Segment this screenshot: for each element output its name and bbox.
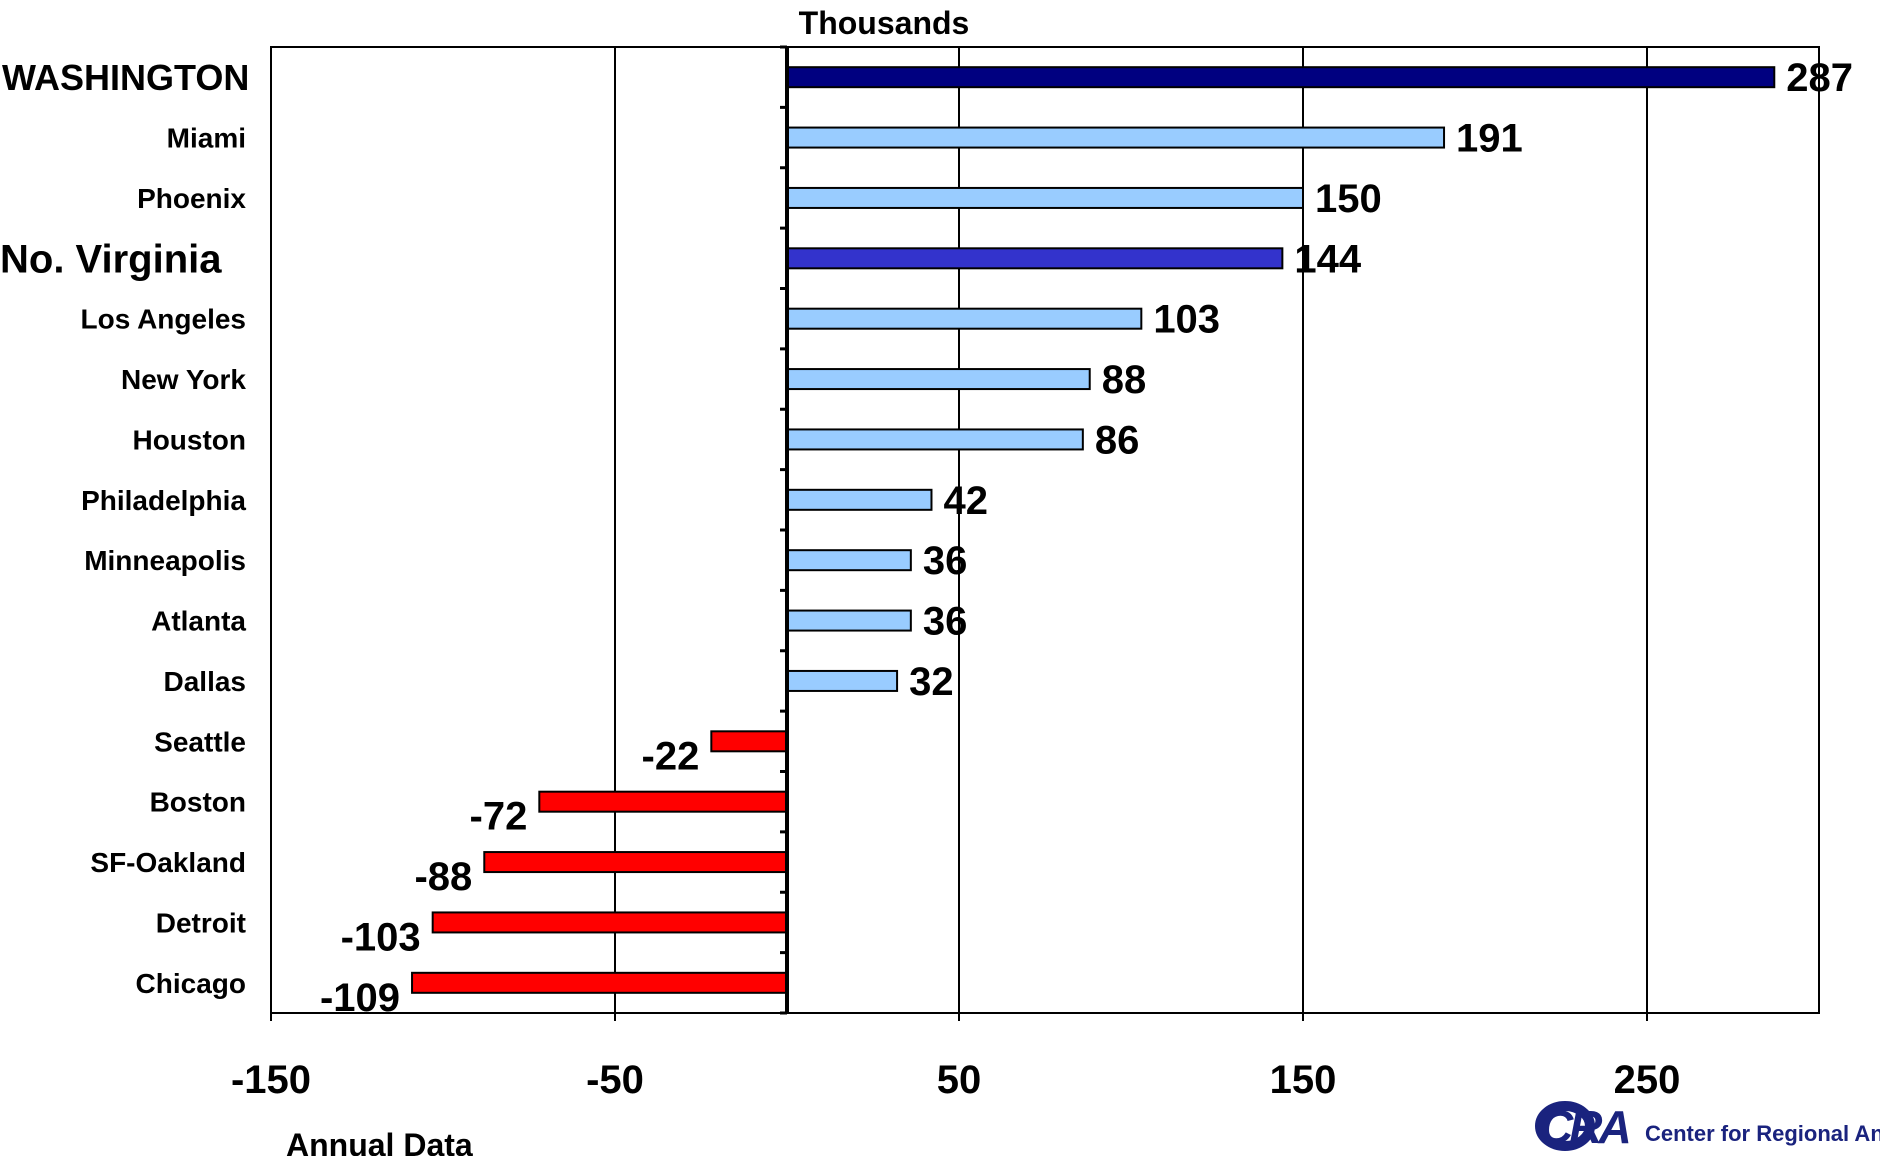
value-label-3: 144 — [1294, 237, 1361, 281]
category-label-14: Detroit — [156, 907, 246, 938]
plot-area — [270, 46, 1820, 1014]
value-label-8: 36 — [923, 539, 968, 583]
bar-9 — [786, 609, 912, 632]
x-tick-labels: -150 -50 50 150 250 — [231, 1013, 1680, 1102]
category-labels: WASHINGTON Miami Phoenix No. Virginia Los An… — [0, 57, 249, 999]
logo-text: Center for Regional Anal — [1645, 1121, 1880, 1146]
bar-13 — [483, 851, 788, 874]
value-label-2: 150 — [1315, 177, 1382, 221]
chart-title: Thousands — [799, 5, 970, 41]
x-tick-label-2: 50 — [937, 1058, 982, 1102]
value-label-7: 42 — [943, 479, 988, 523]
bar-5 — [786, 368, 1091, 391]
value-label-6: 86 — [1095, 418, 1140, 462]
value-label-11: -22 — [642, 734, 700, 778]
category-label-13: SF-Oakland — [90, 847, 246, 878]
category-label-7: Philadelphia — [81, 485, 246, 516]
category-label-2: Phoenix — [137, 183, 246, 214]
bar-8 — [786, 549, 912, 572]
cra-logo: CRA Center for Regional Anal — [1535, 1101, 1880, 1153]
value-label-1: 191 — [1456, 117, 1523, 161]
bar-11 — [710, 730, 789, 753]
category-label-11: Seattle — [154, 726, 246, 757]
bar-6 — [786, 428, 1084, 451]
category-label-5: New York — [121, 364, 246, 395]
bar-7 — [786, 488, 933, 511]
x-tick-label-1: -50 — [586, 1058, 644, 1102]
category-label-9: Atlanta — [151, 606, 246, 637]
category-label-0: WASHINGTON — [2, 57, 249, 98]
category-label-8: Minneapolis — [84, 545, 246, 576]
bar-15 — [411, 971, 788, 994]
bar-10 — [786, 669, 899, 692]
x-tick-label-0: -150 — [231, 1058, 311, 1102]
bar-12 — [538, 790, 788, 813]
value-label-13: -88 — [414, 855, 472, 899]
logo-mark: CRA — [1540, 1101, 1628, 1153]
category-label-10: Dallas — [164, 666, 247, 697]
category-label-12: Boston — [150, 787, 246, 818]
bar-1 — [786, 126, 1446, 149]
category-label-4: Los Angeles — [81, 304, 246, 335]
zero-axis — [780, 45, 789, 1015]
x-tick-label-3: 150 — [1270, 1058, 1337, 1102]
value-label-14: -103 — [341, 915, 421, 959]
category-label-1: Miami — [167, 123, 246, 154]
category-label-15: Chicago — [136, 968, 246, 999]
category-label-3: No. Virginia — [0, 237, 222, 281]
bar-14 — [431, 911, 788, 934]
bar-4 — [786, 307, 1143, 330]
x-tick-label-4: 250 — [1614, 1058, 1681, 1102]
category-label-6: Houston — [132, 424, 246, 455]
bar-3 — [786, 247, 1284, 270]
value-label-12: -72 — [470, 795, 528, 839]
value-label-9: 36 — [923, 600, 968, 644]
value-label-4: 103 — [1153, 298, 1220, 342]
value-label-5: 88 — [1102, 358, 1147, 402]
bars — [411, 66, 1776, 994]
value-label-15: -109 — [320, 976, 400, 1020]
value-label-0: 287 — [1786, 56, 1853, 100]
footnote: Annual Data — [286, 1127, 473, 1156]
value-label-10: 32 — [909, 660, 954, 704]
bar-2 — [786, 186, 1304, 209]
bar-0 — [786, 66, 1776, 89]
